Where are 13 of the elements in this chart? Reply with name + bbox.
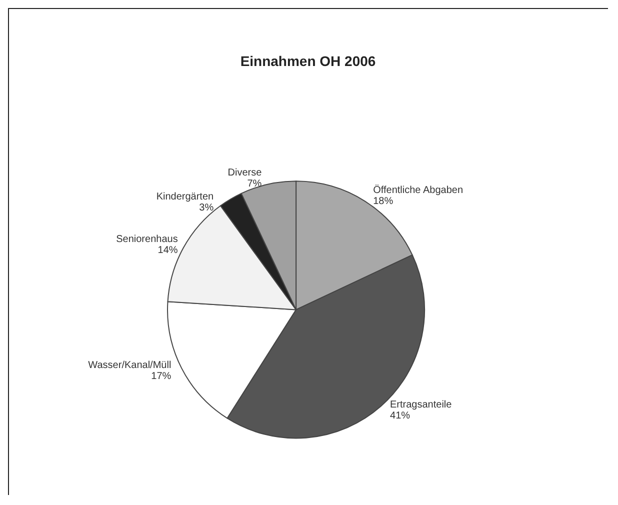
data-label: 17% bbox=[151, 370, 172, 382]
slice-label: Wasser/Kanal/Müll bbox=[88, 360, 172, 371]
data-label: 14% bbox=[158, 244, 178, 256]
slice-label: Kindergärten bbox=[156, 191, 214, 202]
slice-label: Diverse bbox=[228, 167, 262, 178]
data-label: 3% bbox=[199, 202, 214, 214]
data-label: 7% bbox=[247, 178, 262, 190]
chart-title: Einnahmen OH 2006 bbox=[240, 53, 376, 69]
slice-label: Öffentliche Abgaben bbox=[373, 184, 464, 196]
slice-label: Seniorenhaus bbox=[116, 234, 178, 245]
data-label: 18% bbox=[373, 196, 394, 208]
slice-label: Ertragsanteile bbox=[390, 400, 452, 411]
data-label: 41% bbox=[390, 410, 410, 422]
